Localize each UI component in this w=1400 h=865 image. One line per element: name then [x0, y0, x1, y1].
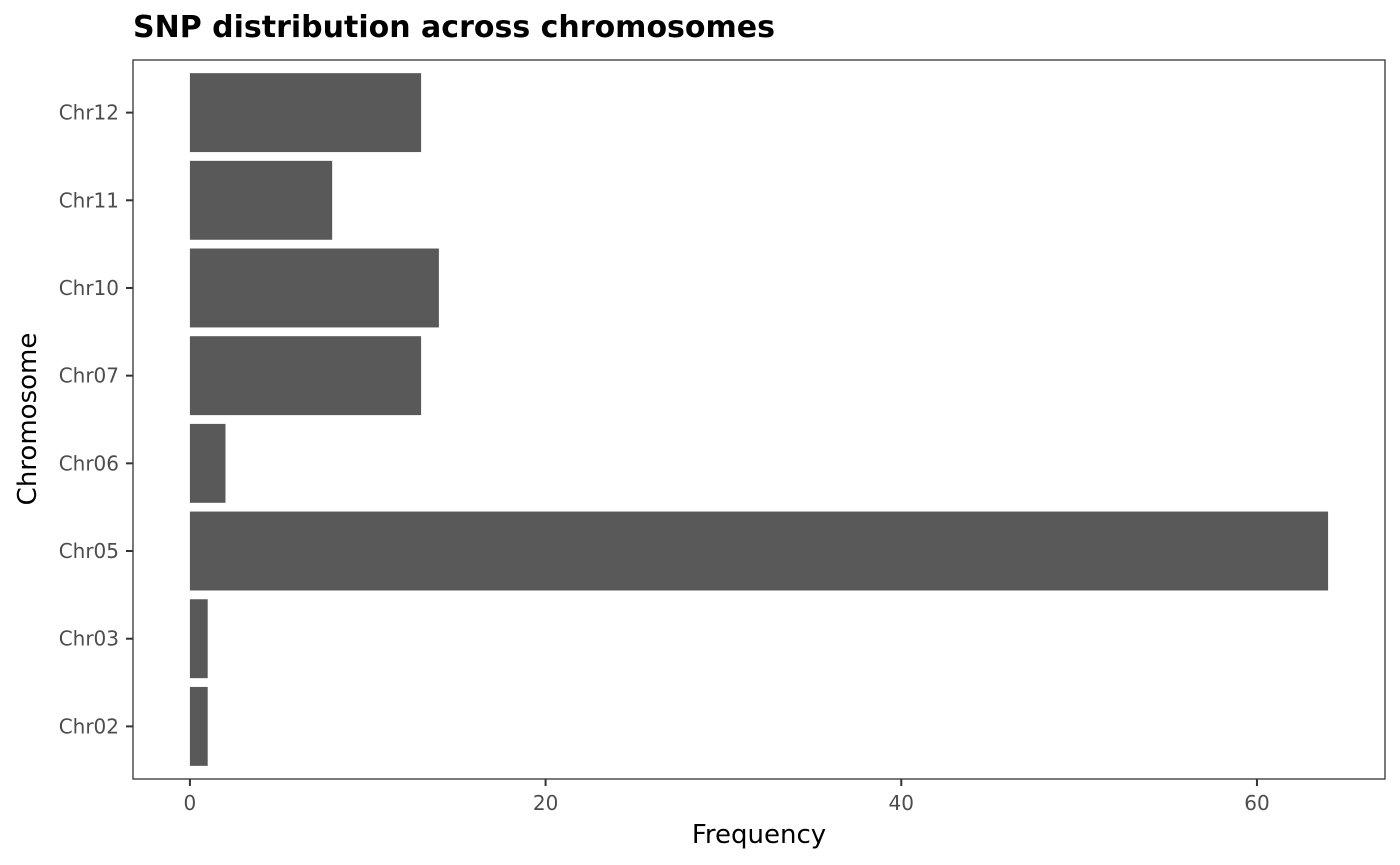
- y-tick-label-chr07: Chr07: [59, 364, 119, 388]
- x-tick-label-60: 60: [1244, 791, 1269, 815]
- x-tick-label-40: 40: [889, 791, 914, 815]
- x-tick-label-0: 0: [184, 791, 197, 815]
- y-tick-label-chr02: Chr02: [59, 714, 119, 738]
- bar-chr02: [189, 686, 208, 766]
- y-tick-label-chr11: Chr11: [59, 188, 119, 212]
- y-axis-title: Chromosome: [13, 333, 43, 506]
- y-tick-label-chr05: Chr05: [59, 539, 119, 563]
- bar-chr12: [189, 73, 422, 153]
- y-axis: Chr02 Chr03 Chr05 Chr06 Chr07 Chr10 Chr11 Chr12: [59, 101, 133, 738]
- bar-chr05: [189, 511, 1329, 591]
- x-tick-label-20: 20: [533, 791, 558, 815]
- bar-chr03: [189, 599, 208, 679]
- chart-title: SNP distribution across chromosomes: [133, 10, 775, 45]
- x-axis: 0 20 40 60: [184, 779, 1270, 815]
- y-tick-label-chr03: Chr03: [59, 627, 119, 651]
- bar-chr06: [189, 423, 226, 503]
- x-axis-title: Frequency: [692, 820, 826, 850]
- plot-panel: [132, 59, 1386, 780]
- bar-chr10: [189, 248, 439, 328]
- bar-chr07: [189, 336, 422, 416]
- y-tick-label-chr06: Chr06: [59, 451, 119, 475]
- bars-layer: [189, 73, 1329, 766]
- bar-chr11: [189, 160, 333, 240]
- y-tick-label-chr12: Chr12: [59, 101, 119, 125]
- y-tick-label-chr10: Chr10: [59, 276, 119, 300]
